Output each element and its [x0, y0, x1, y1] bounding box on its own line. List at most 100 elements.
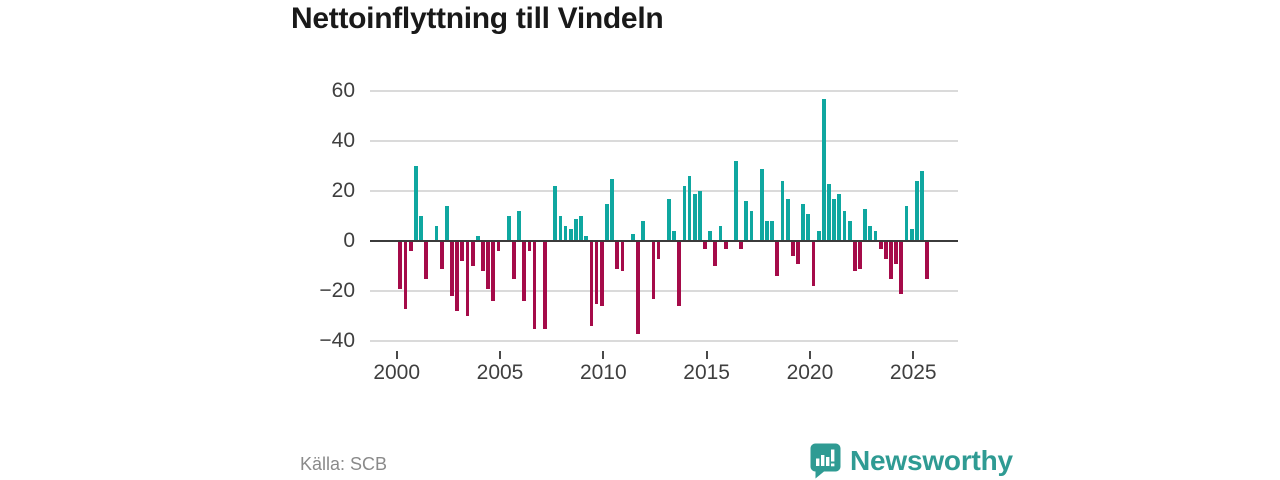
- x-axis-tick-label: 2015: [683, 361, 730, 384]
- bar: [858, 241, 862, 269]
- bar: [672, 231, 676, 241]
- bar: [599, 241, 604, 306]
- zero-axis-line: [370, 239, 958, 243]
- bar: [584, 236, 589, 241]
- bar: [455, 241, 460, 311]
- bar: [486, 241, 490, 289]
- bar: [894, 241, 899, 264]
- bar: [656, 241, 661, 259]
- bar: [512, 241, 516, 279]
- bar: [920, 171, 924, 241]
- bar: [837, 193, 842, 241]
- bar: [770, 221, 775, 241]
- bar: [873, 231, 878, 241]
- bar: [759, 168, 764, 241]
- x-axis-tick-label: 2025: [889, 361, 937, 384]
- bar: [522, 241, 527, 301]
- bar: [883, 241, 888, 259]
- bar: [470, 241, 475, 266]
- bar: [403, 241, 408, 309]
- bar: [811, 241, 816, 286]
- bar: [558, 216, 563, 241]
- bar: [419, 216, 423, 241]
- bar: [827, 183, 831, 241]
- bar: [868, 226, 873, 241]
- bar: [413, 166, 418, 241]
- y-axis-tick-label: 0: [343, 229, 355, 252]
- bar: [863, 208, 868, 241]
- bar: [630, 233, 635, 241]
- bar: [589, 241, 594, 326]
- bar: [574, 218, 578, 241]
- newsworthy-wordmark: Newsworthy: [850, 445, 1013, 476]
- gridline: [370, 290, 958, 292]
- y-axis-tick-label: 60: [331, 79, 355, 102]
- bar: [832, 198, 837, 241]
- bar: [914, 181, 919, 241]
- x-axis-tick: [808, 351, 811, 359]
- bar: [904, 206, 909, 241]
- bar: [579, 216, 583, 241]
- bar: [615, 241, 620, 269]
- bar: [806, 213, 811, 241]
- bar: [667, 198, 671, 241]
- bar: [909, 228, 914, 241]
- bar: [785, 198, 790, 241]
- x-axis-tick-label: 2000: [373, 361, 421, 384]
- bar: [563, 226, 568, 241]
- bar: [790, 241, 795, 256]
- bar: [408, 241, 413, 251]
- bar: [450, 241, 454, 296]
- y-axis-tick-label: 20: [331, 179, 355, 202]
- bar: [713, 241, 718, 266]
- bar: [842, 211, 847, 241]
- bar: [636, 241, 640, 334]
- bar: [899, 241, 904, 294]
- y-axis-tick-label: 40: [331, 129, 355, 152]
- x-axis-tick-label: 2005: [476, 361, 524, 384]
- bar: [532, 241, 537, 329]
- x-axis-tick: [912, 351, 915, 359]
- bar: [692, 193, 697, 241]
- y-axis-tick-label: −40: [319, 329, 355, 352]
- bar: [439, 241, 444, 269]
- gridline: [370, 140, 958, 142]
- bar: [847, 221, 852, 241]
- bar: [481, 241, 485, 271]
- bar: [517, 211, 521, 241]
- bar: [780, 181, 785, 241]
- newsworthy-logo: Newsworthy: [810, 443, 1013, 479]
- gridline: [370, 190, 958, 192]
- bar: [620, 241, 625, 271]
- x-axis-tick: [395, 351, 398, 359]
- bar: [749, 211, 754, 241]
- gridline: [370, 90, 958, 92]
- bar: [744, 201, 749, 241]
- bar: [821, 98, 826, 241]
- x-axis-tick: [499, 351, 501, 359]
- bar: [697, 191, 702, 241]
- source-label: Källa: SCB: [300, 454, 388, 474]
- chart-title: Nettoinflyttning till Vindeln: [291, 2, 664, 35]
- bar: [852, 241, 857, 271]
- x-axis-tick: [602, 351, 605, 359]
- x-axis-tick-label: 2020: [786, 361, 834, 384]
- bar: [460, 241, 465, 261]
- bar: [641, 221, 645, 241]
- bar: [465, 241, 470, 316]
- gridline: [370, 340, 958, 342]
- bar: [434, 226, 439, 241]
- bar: [734, 161, 738, 241]
- bar: [610, 178, 614, 241]
- bar: [889, 241, 893, 279]
- bar: [708, 231, 713, 241]
- plot-area: [370, 90, 958, 342]
- bar: [553, 186, 558, 241]
- bar: [475, 236, 480, 241]
- x-axis-tick: [705, 351, 708, 359]
- bar: [491, 241, 496, 301]
- bar: [496, 241, 501, 251]
- bar: [739, 241, 744, 249]
- bar: [687, 176, 692, 241]
- bar: [816, 231, 821, 241]
